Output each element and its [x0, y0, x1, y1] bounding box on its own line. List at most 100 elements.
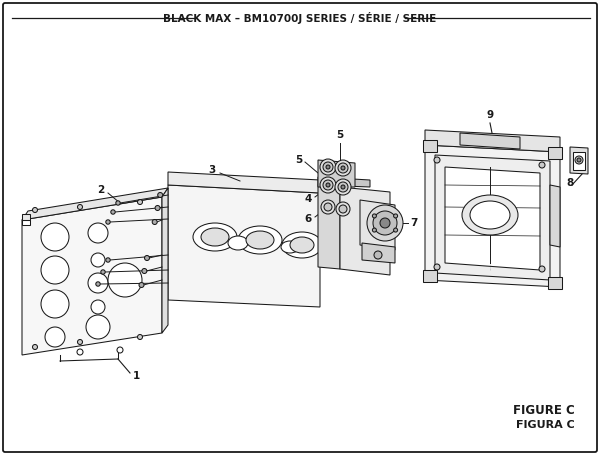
- Polygon shape: [318, 185, 340, 269]
- Text: FIGURA C: FIGURA C: [516, 420, 575, 430]
- Text: 8: 8: [566, 178, 574, 188]
- Circle shape: [142, 268, 147, 273]
- Circle shape: [394, 228, 398, 232]
- Circle shape: [77, 339, 83, 344]
- Circle shape: [88, 223, 108, 243]
- Circle shape: [374, 251, 382, 259]
- Circle shape: [339, 205, 347, 213]
- Circle shape: [539, 162, 545, 168]
- Text: FIGURE C: FIGURE C: [513, 404, 575, 416]
- Circle shape: [539, 266, 545, 272]
- Circle shape: [341, 166, 345, 170]
- Polygon shape: [435, 155, 550, 280]
- Ellipse shape: [246, 231, 274, 249]
- Text: 3: 3: [209, 165, 216, 175]
- Text: 2: 2: [97, 185, 104, 195]
- Circle shape: [373, 211, 397, 235]
- Text: 1: 1: [133, 371, 140, 381]
- Polygon shape: [425, 145, 560, 287]
- Circle shape: [321, 200, 335, 214]
- Circle shape: [336, 202, 350, 216]
- Circle shape: [101, 270, 105, 274]
- Circle shape: [41, 290, 69, 318]
- Circle shape: [155, 206, 160, 211]
- Circle shape: [106, 220, 110, 224]
- Circle shape: [323, 162, 333, 172]
- Circle shape: [323, 180, 333, 190]
- Circle shape: [434, 157, 440, 163]
- Ellipse shape: [238, 226, 282, 254]
- Polygon shape: [168, 172, 320, 193]
- Circle shape: [434, 264, 440, 270]
- Circle shape: [326, 165, 330, 169]
- Bar: [423, 140, 437, 152]
- Circle shape: [338, 163, 348, 173]
- Circle shape: [41, 223, 69, 251]
- Polygon shape: [460, 133, 520, 149]
- Polygon shape: [22, 214, 30, 220]
- Circle shape: [335, 160, 351, 176]
- Circle shape: [96, 282, 100, 286]
- Circle shape: [111, 210, 115, 214]
- Text: BLACK MAX – BM10700J SERIES / SÉRIE / SERIE: BLACK MAX – BM10700J SERIES / SÉRIE / SE…: [163, 12, 437, 24]
- Circle shape: [32, 207, 37, 212]
- Circle shape: [324, 203, 332, 211]
- Circle shape: [139, 283, 144, 288]
- Circle shape: [32, 344, 37, 349]
- Circle shape: [137, 334, 143, 339]
- Circle shape: [91, 253, 105, 267]
- Circle shape: [88, 273, 108, 293]
- Circle shape: [137, 199, 143, 204]
- Ellipse shape: [462, 195, 518, 235]
- Circle shape: [116, 201, 120, 205]
- Circle shape: [152, 219, 157, 224]
- Circle shape: [335, 179, 351, 195]
- Circle shape: [373, 228, 376, 232]
- Polygon shape: [360, 200, 395, 250]
- Circle shape: [106, 258, 110, 262]
- Circle shape: [77, 204, 83, 209]
- Ellipse shape: [290, 237, 314, 253]
- Bar: [573, 152, 585, 170]
- Bar: [548, 277, 562, 289]
- Ellipse shape: [470, 201, 510, 229]
- Bar: [548, 147, 562, 159]
- Ellipse shape: [201, 228, 229, 246]
- Circle shape: [326, 183, 330, 187]
- Circle shape: [320, 177, 336, 193]
- Polygon shape: [550, 185, 560, 247]
- Text: 5: 5: [295, 155, 302, 165]
- Text: 4: 4: [305, 194, 312, 204]
- Circle shape: [367, 205, 403, 241]
- Circle shape: [373, 214, 376, 218]
- Circle shape: [108, 263, 142, 297]
- Bar: [423, 270, 437, 282]
- Circle shape: [575, 156, 583, 164]
- Circle shape: [338, 182, 348, 192]
- Circle shape: [41, 256, 69, 284]
- Text: 5: 5: [337, 130, 344, 140]
- Circle shape: [380, 218, 390, 228]
- Circle shape: [158, 192, 163, 197]
- Polygon shape: [318, 177, 370, 187]
- Polygon shape: [162, 188, 168, 333]
- Circle shape: [145, 256, 149, 261]
- Circle shape: [394, 214, 398, 218]
- Circle shape: [45, 327, 65, 347]
- Text: 6: 6: [305, 214, 312, 224]
- Polygon shape: [168, 185, 320, 307]
- Text: 9: 9: [487, 110, 494, 120]
- Circle shape: [91, 300, 105, 314]
- Text: 7: 7: [410, 218, 418, 228]
- Polygon shape: [362, 243, 395, 263]
- Circle shape: [577, 158, 581, 162]
- Polygon shape: [570, 147, 588, 174]
- Polygon shape: [22, 197, 162, 355]
- Circle shape: [341, 185, 345, 189]
- Polygon shape: [445, 167, 540, 270]
- Polygon shape: [425, 130, 560, 152]
- Ellipse shape: [193, 223, 237, 251]
- Circle shape: [117, 347, 123, 353]
- Ellipse shape: [228, 236, 248, 250]
- Polygon shape: [22, 220, 30, 225]
